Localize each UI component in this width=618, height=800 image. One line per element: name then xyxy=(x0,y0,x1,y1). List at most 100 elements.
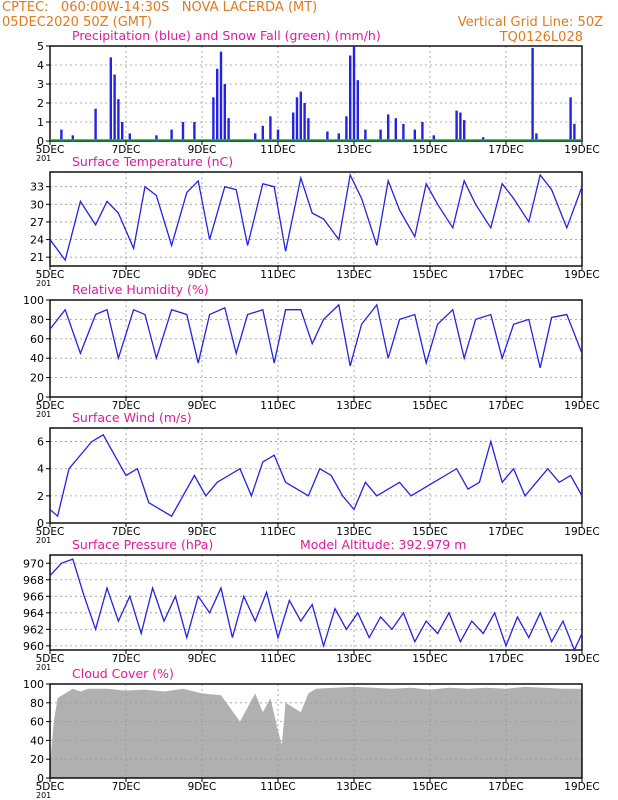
panel-1-precip-bar xyxy=(379,129,382,141)
panel-4-xtick-label: 19DEC xyxy=(564,526,599,538)
panel-1-precip-bar xyxy=(307,118,310,141)
panel-5-xtick-label: 19DEC xyxy=(564,653,599,665)
panel-5-xtick-label: 5DEC xyxy=(36,653,65,665)
panel-3-xtick-label: 7DEC xyxy=(112,400,141,412)
panel-1-precip-bar xyxy=(356,80,359,141)
panel-3-xtick-label: 11DEC xyxy=(260,400,295,412)
panel-1-precip-bar xyxy=(299,91,302,141)
panel-1-precip-bar xyxy=(455,110,458,141)
panel-5-xtick-label: 15DEC xyxy=(412,653,447,665)
panel-2-xtick-label: 17DEC xyxy=(488,269,523,281)
panel-5-xtick-label: 7DEC xyxy=(112,653,141,665)
panel-3-xtick-label: 5DEC xyxy=(36,400,65,412)
panel-4-title: Surface Wind (m/s) xyxy=(72,410,192,425)
panel-6-xtick-label: 15DEC xyxy=(412,781,447,793)
panel-1-xtick-label: 15DEC xyxy=(412,144,447,156)
panel-5-ytick-label: 964 xyxy=(23,607,44,620)
panel-1-title: Precipitation (blue) and Snow Fall (gree… xyxy=(72,28,381,43)
panel-6-ytick-label: 40 xyxy=(30,734,44,747)
panel-6-xtick-label: 5DEC xyxy=(36,781,65,793)
panel-4-frame xyxy=(49,427,583,524)
panel-2-frame xyxy=(49,171,583,267)
panel-6-ytick-label: 100 xyxy=(23,678,44,691)
panel-1-precip-bar xyxy=(295,97,299,141)
panel-3-ytick-label: 60 xyxy=(30,333,44,346)
panel-2-ytick-label: 21 xyxy=(30,251,44,264)
panel-5-ytick-label: 968 xyxy=(23,574,44,587)
panel-4-xtick-label: 7DEC xyxy=(112,526,141,538)
panel-1-xtick-label: 7DEC xyxy=(112,144,141,156)
panel-1-precip-bar xyxy=(60,129,63,141)
panel-1-precip-bar xyxy=(349,55,352,141)
panel-5-ytick-label: 962 xyxy=(23,623,44,636)
panel-1-xtick-label: 19DEC xyxy=(564,144,599,156)
panel-3-xtick-label: 15DEC xyxy=(412,400,447,412)
panel-4-series-line xyxy=(49,433,583,518)
panel-3-ytick-label: 0 xyxy=(37,391,44,404)
panel-6-title: Cloud Cover (%) xyxy=(72,666,174,681)
panel-1-precip-bar xyxy=(573,123,576,141)
panel-4-xtick-label: 13DEC xyxy=(336,526,371,538)
panel-6-ytick-label: 0 xyxy=(37,772,44,785)
panel-1-precip-bar xyxy=(223,84,226,141)
panel-6-xtick-label: 19DEC xyxy=(564,781,599,793)
panel-1-precip-bar xyxy=(113,74,116,141)
panel-5-title: Surface Pressure (hPa) xyxy=(72,537,213,552)
panel-1-precip-bar xyxy=(402,123,405,141)
panel-1-precip-bar xyxy=(276,129,280,141)
panel-2-xtick-label: 19DEC xyxy=(564,269,599,281)
panel-2-year-label: 201 xyxy=(36,279,51,288)
panel-1-precip-bar xyxy=(71,135,74,141)
panel-2-title: Surface Temperature (nC) xyxy=(72,154,233,169)
panel-1-precip-bar xyxy=(94,108,97,141)
panel-2-ytick-label: 24 xyxy=(30,234,44,247)
panel-1-ytick-label: 5 xyxy=(37,40,44,53)
panel-1-precip-bar xyxy=(364,129,367,141)
panel-1-precip-bar xyxy=(569,97,572,141)
panel-1-ytick-label: 0 xyxy=(37,135,44,148)
panel-6-xtick-label: 17DEC xyxy=(488,781,523,793)
panel-6-xtick-label: 9DEC xyxy=(188,781,217,793)
panel-5-ytick-label: 966 xyxy=(23,590,44,603)
panel-4-ytick-label: 0 xyxy=(37,517,44,530)
panel-3-title: Relative Humidity (%) xyxy=(72,282,209,297)
header-model-code: TQ0126L028 xyxy=(499,30,583,45)
panel-1-frame xyxy=(49,45,583,142)
panel-3-xtick-label: 17DEC xyxy=(488,400,523,412)
model-altitude-label: Model Altitude: 392.979 m xyxy=(300,537,466,552)
panel-1-precip-bar xyxy=(128,133,131,141)
panel-4-ytick-label: 4 xyxy=(37,463,44,476)
panel-1-ytick-label: 4 xyxy=(37,59,44,72)
panel-3-ytick-label: 80 xyxy=(30,313,44,326)
panel-1-precip-bar xyxy=(421,122,424,141)
panel-1-year-label: 201 xyxy=(36,154,51,163)
panel-3-year-label: 201 xyxy=(36,410,51,419)
panel-5-xtick-label: 13DEC xyxy=(336,653,371,665)
panel-5-series-line xyxy=(49,558,583,652)
panel-1-precip-bar xyxy=(117,99,120,141)
panel-4-xtick-label: 11DEC xyxy=(260,526,295,538)
panel-2-ytick-label: 33 xyxy=(30,181,44,194)
panel-2-xtick-label: 13DEC xyxy=(336,269,371,281)
panel-3-ytick-label: 20 xyxy=(30,372,44,385)
panel-1-precip-bar xyxy=(459,112,462,141)
panel-1-precip-bar xyxy=(109,57,112,141)
header-datetime: 05DEC2020 50Z (GMT) xyxy=(2,15,153,30)
panel-3-ytick-label: 100 xyxy=(23,294,44,307)
panel-6-cloud-area xyxy=(50,686,582,778)
panel-6-xtick-label: 7DEC xyxy=(112,781,141,793)
panel-1-ytick-label: 2 xyxy=(37,97,44,110)
panel-6-ytick-label: 20 xyxy=(30,753,44,766)
panel-1-precip-bar xyxy=(227,118,230,141)
panel-1-xtick-label: 17DEC xyxy=(488,144,523,156)
panel-2-ytick-label: 27 xyxy=(30,216,44,229)
panel-4-xtick-label: 17DEC xyxy=(488,526,523,538)
panel-6-year-label: 201 xyxy=(36,791,51,800)
panel-3-xtick-label: 19DEC xyxy=(564,400,599,412)
panel-2-xtick-label: 5DEC xyxy=(36,269,65,281)
panel-6-ytick-label: 80 xyxy=(30,697,44,710)
panel-1-precip-bar xyxy=(432,135,435,141)
panel-1-precip-bar xyxy=(269,116,272,141)
panel-1-precip-bar xyxy=(292,112,295,141)
panel-1-precip-bar xyxy=(261,125,264,141)
